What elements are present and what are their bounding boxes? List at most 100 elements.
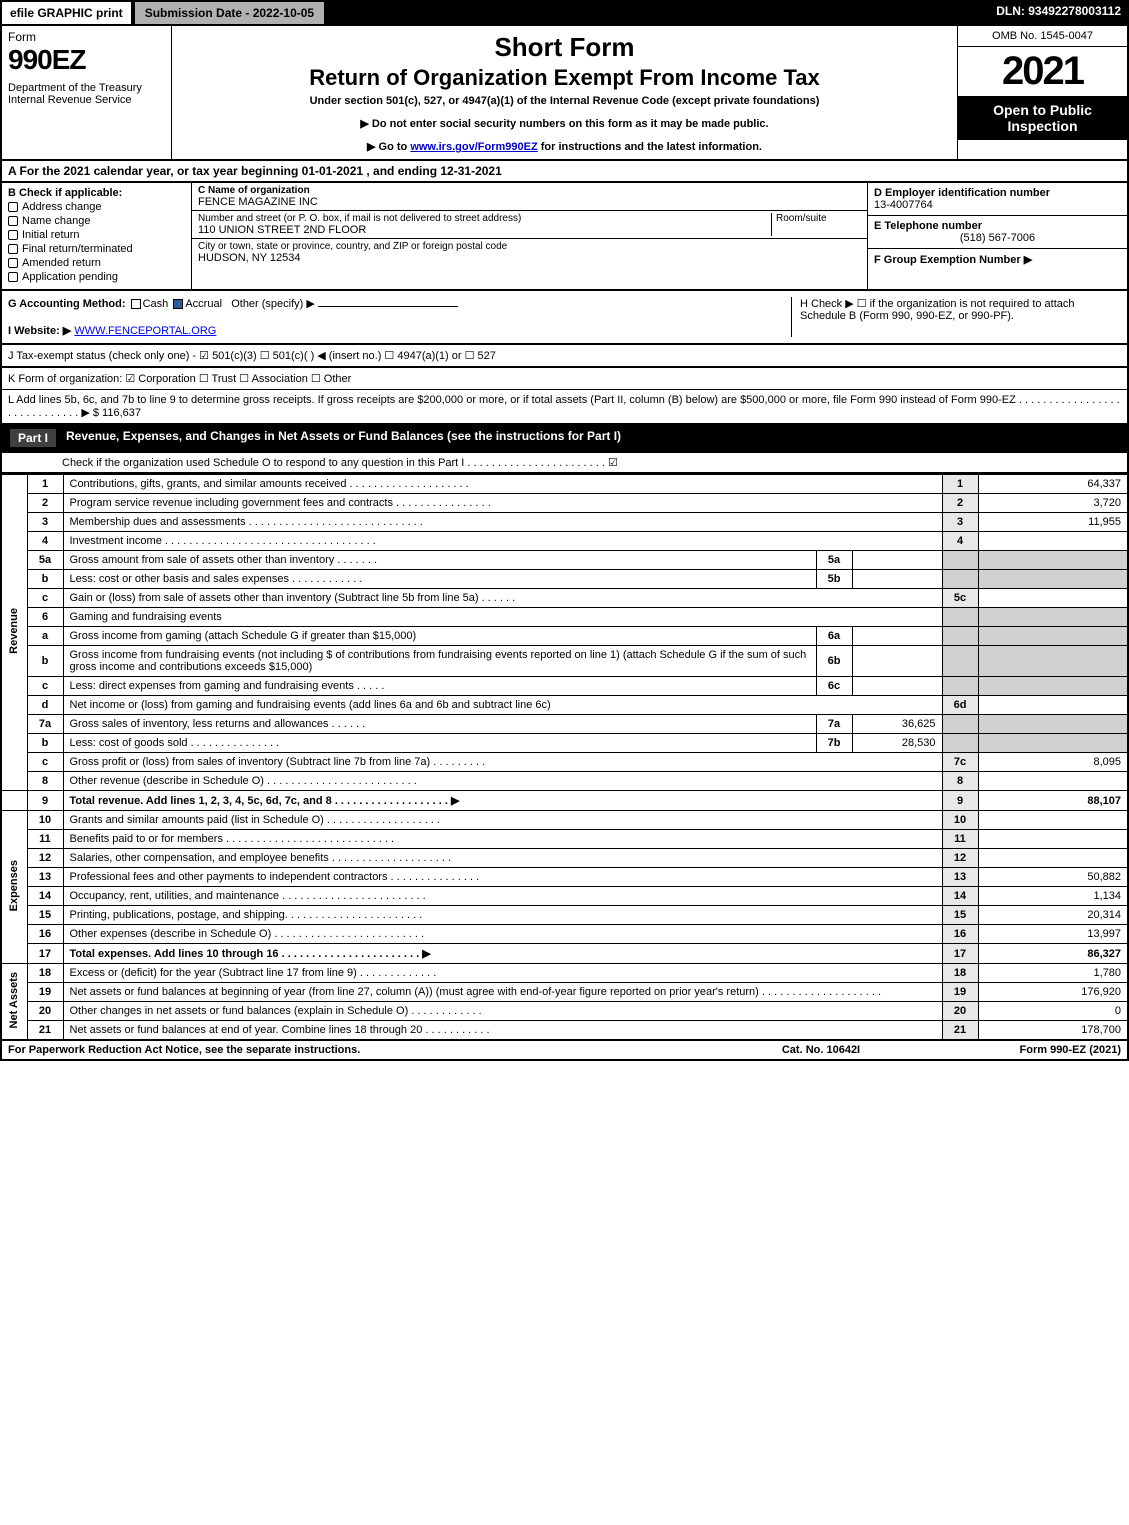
line-desc: Gain or (loss) from sale of assets other…: [63, 589, 942, 608]
sub-val: [852, 646, 942, 677]
result-val: 8,095: [978, 753, 1128, 772]
checkbox-icon[interactable]: [131, 299, 141, 309]
chk-label: Address change: [22, 201, 102, 213]
spacer: [326, 0, 988, 26]
result-num: [942, 715, 978, 734]
line-num: 20: [27, 1002, 63, 1021]
efile-print-label[interactable]: efile GRAPHIC print: [0, 0, 133, 26]
result-num: [942, 608, 978, 627]
sub-num: 5a: [816, 551, 852, 570]
phone-value: (518) 567-7006: [874, 232, 1121, 244]
result-num: 9: [942, 791, 978, 811]
table-row: 13 Professional fees and other payments …: [1, 868, 1128, 887]
result-val: [978, 646, 1128, 677]
table-row: 19 Net assets or fund balances at beginn…: [1, 983, 1128, 1002]
ein-label: D Employer identification number: [874, 187, 1121, 199]
checkbox-icon: [8, 202, 18, 212]
result-num: 18: [942, 964, 978, 983]
result-num: 14: [942, 887, 978, 906]
result-val: 1,134: [978, 887, 1128, 906]
line-num: 18: [27, 964, 63, 983]
form-subtitle: Under section 501(c), 527, or 4947(a)(1)…: [180, 95, 949, 107]
line-num: 5a: [27, 551, 63, 570]
line-l-text: L Add lines 5b, 6c, and 7b to line 9 to …: [8, 394, 1120, 419]
expenses-vlabel: Expenses: [1, 811, 27, 964]
table-row: 6 Gaming and fundraising events: [1, 608, 1128, 627]
result-val: [978, 677, 1128, 696]
website-link[interactable]: WWW.FENCEPORTAL.ORG: [74, 325, 216, 337]
result-val: 11,955: [978, 513, 1128, 532]
spacer-cell: [1, 791, 27, 811]
line-num: b: [27, 570, 63, 589]
g-cash: Cash: [143, 298, 169, 310]
line-i: I Website: ▶ WWW.FENCEPORTAL.ORG: [8, 324, 791, 337]
chk-name-change[interactable]: Name change: [8, 215, 185, 227]
result-val: [978, 696, 1128, 715]
header-center: Short Form Return of Organization Exempt…: [172, 26, 957, 159]
line-num: 19: [27, 983, 63, 1002]
g-other: Other (specify) ▶: [231, 298, 315, 310]
sub-val: [852, 627, 942, 646]
result-val: [978, 811, 1128, 830]
sub-val: 36,625: [852, 715, 942, 734]
line-num: 12: [27, 849, 63, 868]
line-j: J Tax-exempt status (check only one) - ☑…: [0, 345, 1129, 368]
city-label: City or town, state or province, country…: [198, 241, 861, 252]
irs-link[interactable]: www.irs.gov/Form990EZ: [410, 141, 537, 153]
line-desc: Total expenses. Add lines 10 through 16 …: [63, 944, 942, 964]
chk-application-pending[interactable]: Application pending: [8, 271, 185, 283]
checkbox-checked-icon[interactable]: [173, 299, 183, 309]
room-label: Room/suite: [771, 213, 861, 236]
g-label: G Accounting Method:: [8, 298, 126, 310]
sub-val: [852, 570, 942, 589]
result-val: [978, 715, 1128, 734]
group-exemption-row: F Group Exemption Number ▶: [868, 249, 1127, 270]
chk-amended-return[interactable]: Amended return: [8, 257, 185, 269]
info-grid: B Check if applicable: Address change Na…: [0, 183, 1129, 291]
table-row: c Gross profit or (loss) from sales of i…: [1, 753, 1128, 772]
footer-right: Form 990-EZ (2021): [921, 1044, 1121, 1056]
phone-row: E Telephone number (518) 567-7006: [868, 216, 1127, 249]
tax-year: 2021: [958, 47, 1127, 96]
table-row: 15 Printing, publications, postage, and …: [1, 906, 1128, 925]
street: 110 UNION STREET 2ND FLOOR: [198, 224, 771, 236]
line-num: c: [27, 677, 63, 696]
table-row: b Less: cost or other basis and sales ex…: [1, 570, 1128, 589]
city: HUDSON, NY 12534: [198, 252, 861, 264]
result-num: 16: [942, 925, 978, 944]
result-num: 17: [942, 944, 978, 964]
chk-final-return[interactable]: Final return/terminated: [8, 243, 185, 255]
chk-initial-return[interactable]: Initial return: [8, 229, 185, 241]
result-num: [942, 570, 978, 589]
row-g-h: G Accounting Method: Cash Accrual Other …: [0, 291, 1129, 345]
line-desc: Program service revenue including govern…: [63, 494, 942, 513]
line-desc: Total revenue. Add lines 1, 2, 3, 4, 5c,…: [63, 791, 942, 811]
line-k: K Form of organization: ☑ Corporation ☐ …: [0, 368, 1129, 390]
department-label: Department of the Treasury Internal Reve…: [8, 82, 165, 106]
city-row: City or town, state or province, country…: [192, 239, 867, 266]
form-number: 990EZ: [8, 44, 165, 76]
omb-number: OMB No. 1545-0047: [958, 26, 1127, 47]
section-a-year: A For the 2021 calendar year, or tax yea…: [0, 161, 1129, 183]
goto-note: ▶ Go to www.irs.gov/Form990EZ for instru…: [180, 140, 949, 153]
result-val: 1,780: [978, 964, 1128, 983]
result-num: 15: [942, 906, 978, 925]
line-desc: Printing, publications, postage, and shi…: [63, 906, 942, 925]
public-note: ▶ Do not enter social security numbers o…: [180, 117, 949, 130]
part-i-table: Revenue 1 Contributions, gifts, grants, …: [0, 474, 1129, 1041]
result-num: 13: [942, 868, 978, 887]
result-val: [978, 589, 1128, 608]
g-other-blank[interactable]: [318, 306, 458, 307]
line-desc: Gross profit or (loss) from sales of inv…: [63, 753, 942, 772]
result-num: 3: [942, 513, 978, 532]
result-val: 0: [978, 1002, 1128, 1021]
line-desc: Gross income from gaming (attach Schedul…: [63, 627, 816, 646]
table-row: Revenue 1 Contributions, gifts, grants, …: [1, 475, 1128, 494]
line-desc: Professional fees and other payments to …: [63, 868, 942, 887]
chk-address-change[interactable]: Address change: [8, 201, 185, 213]
result-val: [978, 772, 1128, 791]
result-val: 88,107: [978, 791, 1128, 811]
line-desc: Gross income from fundraising events (no…: [63, 646, 816, 677]
line-num: 2: [27, 494, 63, 513]
result-num: [942, 677, 978, 696]
